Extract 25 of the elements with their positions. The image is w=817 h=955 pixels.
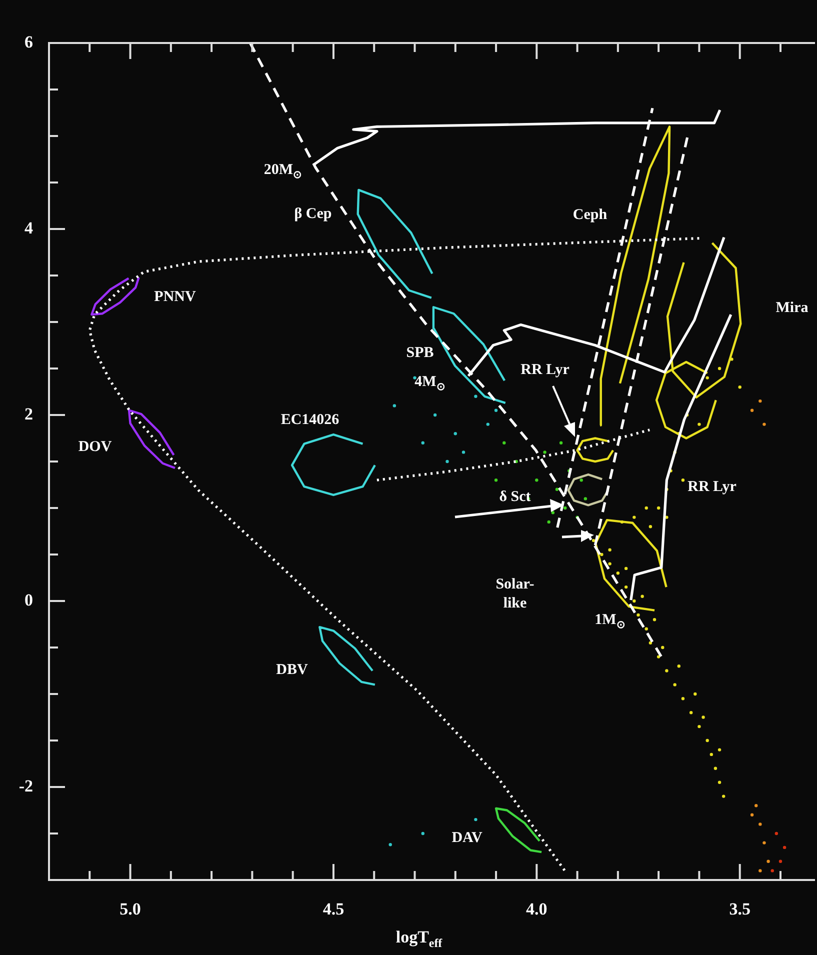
annotation: RR Lyr xyxy=(688,478,737,495)
annotation: SPB xyxy=(406,344,434,361)
annotation: PNNV xyxy=(154,288,196,305)
annotation: DAV xyxy=(452,830,482,846)
annotation: 4M⊙ xyxy=(414,374,446,393)
annotation: 20M⊙ xyxy=(264,162,302,181)
y-tick-label: 6 xyxy=(24,32,33,52)
annotation: DOV xyxy=(78,438,112,455)
annotation: δ Sct xyxy=(499,488,531,505)
y-tick-label: 0 xyxy=(24,590,33,610)
annotation: Ceph xyxy=(572,206,608,223)
y-tick-label: -2 xyxy=(18,776,33,796)
annotation: Solar- like xyxy=(496,576,534,612)
annotation: RR Lyr xyxy=(520,362,570,378)
x-tick-label: 4.0 xyxy=(526,900,548,919)
x-tick-label: 5.0 xyxy=(120,900,141,919)
x-tick-label: 4.5 xyxy=(322,900,344,919)
annotation: 1M⊙ xyxy=(594,612,626,631)
y-tick-label: 2 xyxy=(24,404,33,424)
y-tick-label: 4 xyxy=(24,218,34,238)
annotation: β Cep xyxy=(294,206,332,222)
annotation: Mira xyxy=(776,300,809,316)
annotation: EC14026 xyxy=(280,412,340,428)
x-tick-label: 3.5 xyxy=(729,900,750,919)
annotation: DBV xyxy=(276,662,308,678)
